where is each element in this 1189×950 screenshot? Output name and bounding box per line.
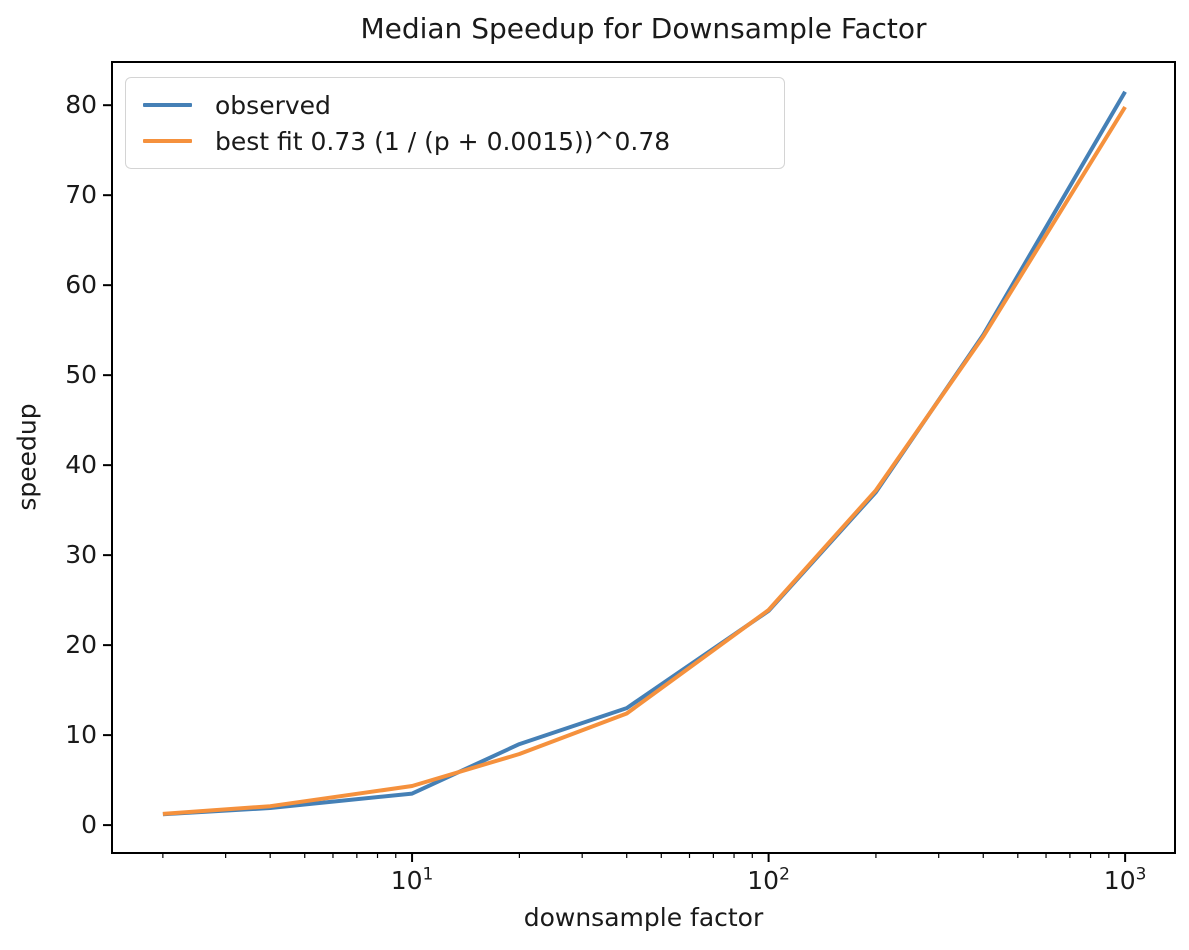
x-tick-label: 103: [1103, 864, 1147, 895]
legend-label-observed: observed: [215, 90, 331, 120]
y-tick-label: 70: [65, 180, 97, 210]
legend-swatch-observed-line: [143, 103, 192, 107]
y-tick-label: 30: [65, 540, 97, 570]
y-tick-label: 50: [65, 360, 97, 390]
y-tick-label: 60: [65, 270, 97, 300]
y-tick-label: 10: [65, 720, 97, 750]
x-tick-label: 102: [747, 864, 790, 895]
legend: observed best fit 0.73 (1 / (p + 0.0015)…: [125, 77, 785, 169]
legend-entry-best-fit: best fit 0.73 (1 / (p + 0.0015))^0.78: [143, 125, 774, 157]
legend-entry-observed: observed: [143, 89, 774, 121]
axes-frame: [111, 61, 1176, 854]
legend-swatch-best-fit-line: [143, 139, 192, 143]
y-tick-label: 0: [81, 810, 97, 840]
chart-title: Median Speedup for Downsample Factor: [360, 12, 927, 45]
series-line-observed: [162, 90, 1127, 817]
y-tick-label: 80: [65, 90, 97, 120]
x-axis-label: downsample factor: [523, 903, 764, 932]
y-tick-label: 40: [65, 450, 97, 480]
legend-label-best-fit: best fit 0.73 (1 / (p + 0.0015))^0.78: [215, 126, 671, 156]
y-axis-label: speedup: [12, 403, 42, 511]
series-line-best-fit: [162, 105, 1127, 816]
x-tick-label: 101: [390, 864, 434, 895]
y-tick-label: 20: [65, 630, 97, 660]
